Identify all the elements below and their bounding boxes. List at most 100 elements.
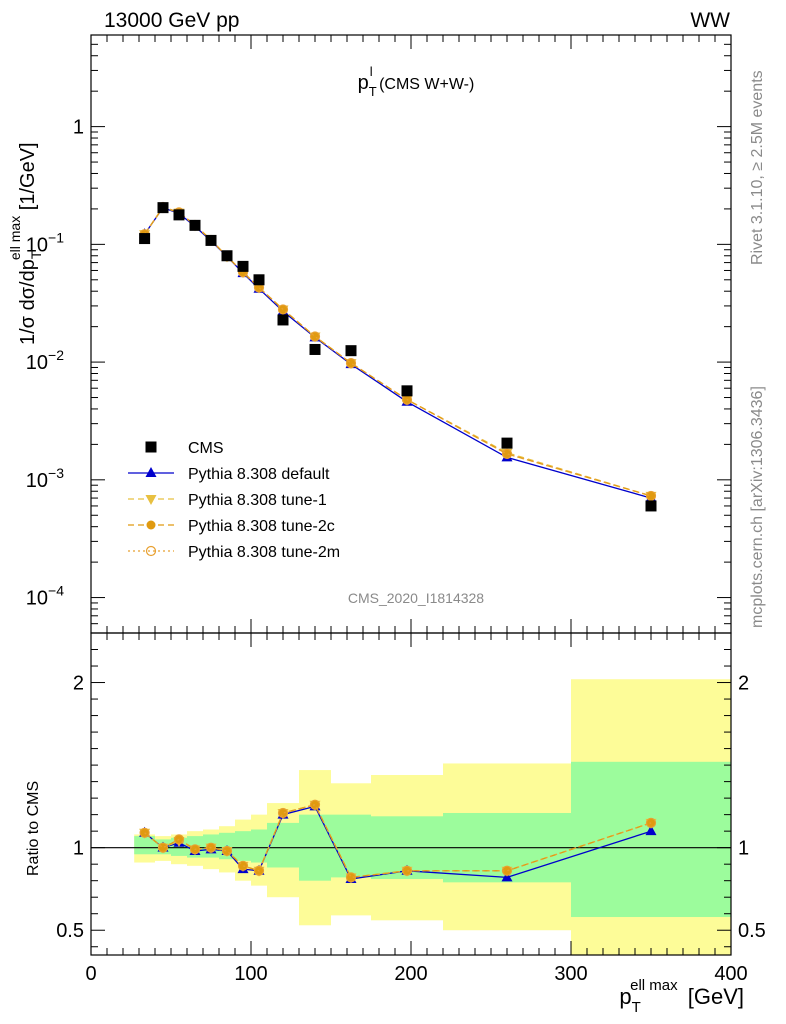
- cms-data-point: [237, 260, 249, 272]
- ratio-y-tick-label-right: 1: [738, 838, 749, 860]
- series-point-main: [502, 449, 512, 459]
- cms-data-point: [205, 234, 217, 246]
- main-y-tick-label: 10−4: [26, 583, 64, 610]
- tick-base: 10: [26, 352, 48, 374]
- x-tick-label: 400: [714, 963, 747, 985]
- main-y-label-sub: T: [28, 250, 44, 259]
- mcplots-label: mcplots.cern.ch [arXiv:1306.3436]: [749, 386, 766, 628]
- cms-data-point: [139, 233, 151, 245]
- series-point-ratio: [277, 807, 289, 819]
- cms-data-point: [173, 209, 185, 221]
- series-point-ratio: [221, 845, 233, 857]
- ratio-y-tick-label-right: 2: [738, 673, 749, 695]
- x-tick-label: 100: [234, 963, 267, 985]
- cms-data-point: [501, 437, 513, 449]
- series-point-ratio: [278, 808, 288, 818]
- stat-uncertainty-band: [235, 831, 251, 861]
- ratio-y-tick-label: 0.5: [56, 920, 84, 942]
- stat-uncertainty-band: [134, 836, 155, 855]
- series-point-ratio: [189, 844, 201, 855]
- main-y-label-pre: 1/σ dσ/dp: [17, 259, 39, 345]
- series-point-ratio: [402, 866, 412, 876]
- series-point-ratio: [646, 818, 656, 828]
- header-left: 13000 GeV pp: [104, 9, 239, 32]
- series-point-ratio: [310, 800, 320, 810]
- plot-title-rest: (CMS W+W-): [375, 76, 475, 93]
- plot-title-main: p: [358, 72, 369, 94]
- cms-data-point: [309, 343, 321, 355]
- series-point-ratio: [346, 872, 356, 882]
- series-point-ratio: [173, 834, 185, 845]
- series-point-ratio: [645, 825, 657, 836]
- series-point-ratio: [345, 872, 357, 883]
- series-point-ratio: [139, 827, 150, 838]
- x-tick-label: 0: [85, 963, 96, 985]
- stat-uncertainty-band: [251, 829, 267, 863]
- cms-data-point: [401, 385, 413, 397]
- cms-data-point: [253, 274, 265, 286]
- main-y-tick-label: 1: [73, 117, 84, 139]
- x-label-sub: T: [632, 999, 641, 1016]
- plot-title-sub: T: [369, 84, 377, 99]
- series-point-ratio: [502, 866, 512, 876]
- series-point-ratio: [157, 842, 169, 853]
- legend-marker: [145, 441, 157, 453]
- tick-exponent: −3: [48, 465, 64, 481]
- series-point-ratio: [401, 865, 413, 876]
- legend-marker: [146, 520, 156, 530]
- legend-marker: [145, 545, 157, 557]
- stat-uncertainty-band: [571, 761, 731, 918]
- main-y-tick-label: 10−2: [26, 347, 64, 374]
- series-point-main: [345, 358, 357, 369]
- plot-title-sup: l: [370, 64, 373, 79]
- legend-label: CMS: [188, 440, 224, 457]
- series-point-ratio: [645, 817, 657, 828]
- main-y-axis-label: 1/σ dσ/dpTell max [1/GeV]: [7, 142, 44, 345]
- main-panel-series: [139, 201, 657, 512]
- legend-label: Pythia 8.308 tune-2c: [188, 518, 335, 535]
- series-point-ratio: [309, 799, 321, 810]
- series-line-ratio: [144, 803, 652, 879]
- cms-data-point: [645, 500, 657, 512]
- plot-title: pTl (CMS W+W-): [358, 64, 475, 99]
- series-point-ratio: [501, 865, 513, 876]
- series-point-main: [645, 490, 657, 502]
- main-panel-frame: [90, 34, 732, 634]
- ratio-y-tick-label-right: 0.5: [738, 920, 766, 942]
- tick-exponent: −2: [48, 347, 64, 363]
- legend-label: Pythia 8.308 tune-1: [188, 492, 327, 509]
- tick-base: 10: [26, 470, 48, 492]
- tick-exponent: −1: [48, 229, 64, 245]
- rivet-label: Rivet 3.1.10, ≥ 2.5M events: [749, 70, 766, 265]
- cms-data-point: [221, 250, 233, 262]
- ratio-y-tick-label: 2: [73, 673, 84, 695]
- x-label-post: [GeV]: [682, 984, 744, 1009]
- series-point-main: [277, 304, 289, 315]
- legend-label: Pythia 8.308 tune-2m: [188, 544, 340, 561]
- legend-label: Pythia 8.308 default: [188, 466, 330, 483]
- x-label-sup: ell max: [630, 977, 678, 994]
- main-y-tick-label: 10−1: [26, 229, 64, 256]
- tick-exponent: −4: [48, 583, 64, 599]
- x-tick-label: 200: [394, 963, 427, 985]
- x-axis-label: pTell max [GeV]: [619, 977, 744, 1016]
- cms-data-point: [189, 219, 201, 231]
- legend-marker: [145, 495, 157, 505]
- main-y-tick-label: 10−3: [26, 465, 64, 492]
- x-label-pre: p: [619, 984, 631, 1009]
- stat-uncertainty-band: [267, 822, 299, 868]
- header-right: WW: [690, 9, 730, 32]
- series-point-main: [501, 448, 513, 460]
- ratio-panel-series: [139, 799, 657, 884]
- series-point-ratio: [205, 842, 217, 853]
- tick-base: 10: [26, 234, 48, 256]
- analysis-watermark: CMS_2020_I1814328: [348, 590, 484, 606]
- main-y-label-post: [1/GeV]: [17, 142, 39, 215]
- cms-data-point: [277, 314, 289, 326]
- tick-base: 10: [26, 588, 48, 610]
- main-y-label-sup: ell max: [7, 216, 23, 260]
- cms-data-point: [157, 202, 169, 214]
- ratio-uncertainty-bands: [91, 679, 731, 955]
